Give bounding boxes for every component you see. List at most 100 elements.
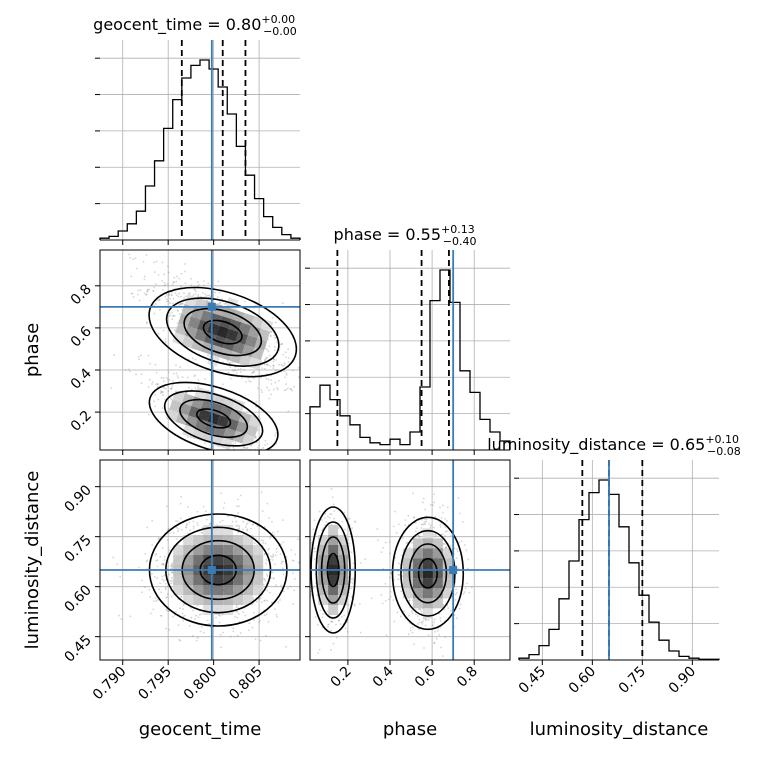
density-cell — [432, 588, 443, 599]
sample-point — [444, 517, 447, 520]
sample-point — [280, 363, 283, 366]
sample-point — [166, 585, 169, 588]
sample-point — [225, 452, 227, 454]
sample-point — [309, 387, 311, 389]
sample-point — [240, 376, 243, 379]
density-cell — [213, 605, 224, 615]
sample-point — [124, 369, 127, 371]
sample-point — [203, 442, 206, 445]
sample-point — [459, 512, 462, 515]
sample-point — [154, 596, 157, 599]
sample-point — [145, 254, 148, 256]
sample-point — [253, 618, 255, 621]
sample-point — [156, 385, 159, 388]
sample-point — [171, 311, 174, 314]
sample-point — [263, 578, 266, 581]
sample-point — [243, 369, 245, 371]
sample-point — [457, 567, 460, 570]
histogram-luminosity_distance — [518, 479, 720, 660]
density-cell — [422, 608, 433, 619]
sample-point — [207, 282, 210, 285]
sample-point — [170, 595, 173, 598]
sample-point — [329, 513, 332, 516]
sample-point — [427, 618, 430, 621]
density-cell — [207, 412, 220, 425]
sample-point — [173, 329, 176, 331]
sample-point — [312, 587, 315, 590]
sample-point — [304, 606, 306, 608]
sample-point — [201, 531, 204, 534]
sample-point — [149, 596, 152, 598]
sample-point — [258, 444, 260, 447]
sample-point — [264, 599, 267, 602]
sample-point — [165, 298, 168, 301]
sample-point — [317, 651, 320, 654]
density-cell — [183, 535, 194, 545]
sample-point — [268, 517, 270, 520]
sample-point — [192, 525, 195, 527]
sample-point — [273, 345, 276, 348]
sample-point — [394, 510, 396, 513]
sample-point — [323, 406, 325, 408]
sample-point — [343, 528, 346, 531]
sample-point — [218, 291, 221, 294]
sample-point — [232, 440, 234, 443]
x-tick-label-luminosity_distance: 0.60 — [566, 664, 599, 697]
sample-point — [283, 463, 285, 465]
sample-point — [259, 639, 262, 642]
sample-point — [268, 389, 270, 392]
density-cell — [183, 545, 194, 555]
sample-point — [169, 314, 172, 316]
sample-point — [260, 376, 262, 379]
sample-point — [418, 618, 421, 621]
sample-point — [274, 321, 277, 324]
sample-point — [145, 560, 148, 563]
contour-line — [391, 516, 465, 631]
sample-point — [313, 550, 316, 553]
sample-point — [219, 521, 222, 523]
sample-point — [194, 374, 196, 377]
density-cell — [241, 312, 255, 326]
sample-point — [403, 610, 406, 613]
sample-point — [162, 564, 165, 566]
sample-point — [156, 565, 159, 568]
sample-point — [152, 290, 155, 292]
sample-point — [434, 515, 437, 518]
sample-point — [254, 436, 257, 439]
sample-point — [259, 364, 262, 367]
sample-point — [274, 337, 277, 339]
density-cell — [181, 335, 195, 349]
density-cell — [243, 585, 254, 595]
sample-point — [276, 341, 278, 344]
sample-point — [216, 302, 219, 305]
title-geocent_time: geocent_time = 0.80+0.00 −0.00 — [93, 13, 297, 38]
sample-point — [327, 623, 330, 626]
sample-point — [166, 596, 169, 598]
sample-point — [168, 294, 171, 297]
sample-point — [273, 533, 276, 536]
sample-point — [273, 563, 276, 565]
sample-point — [398, 573, 401, 576]
sample-point — [279, 552, 282, 555]
density-cell — [173, 545, 184, 555]
sample-point — [265, 377, 268, 380]
sample-point — [313, 547, 316, 550]
sample-point — [142, 261, 145, 263]
sample-point — [413, 643, 416, 646]
sample-point — [143, 278, 146, 281]
sample-point — [153, 400, 155, 403]
sample-point — [166, 529, 168, 532]
sample-point — [206, 294, 209, 297]
sample-point — [377, 539, 379, 542]
title-value: phase = 0.55 — [334, 225, 441, 244]
density-cell — [193, 595, 204, 605]
sample-point — [248, 462, 250, 464]
sample-point — [364, 558, 367, 561]
sample-point — [164, 338, 167, 341]
title-value: geocent_time = 0.80 — [93, 15, 261, 35]
sample-point — [385, 634, 388, 637]
sample-point — [132, 296, 135, 298]
x-tick-label-phase: 0.4 — [370, 663, 397, 690]
sample-point — [443, 608, 446, 611]
sample-point — [223, 502, 226, 504]
